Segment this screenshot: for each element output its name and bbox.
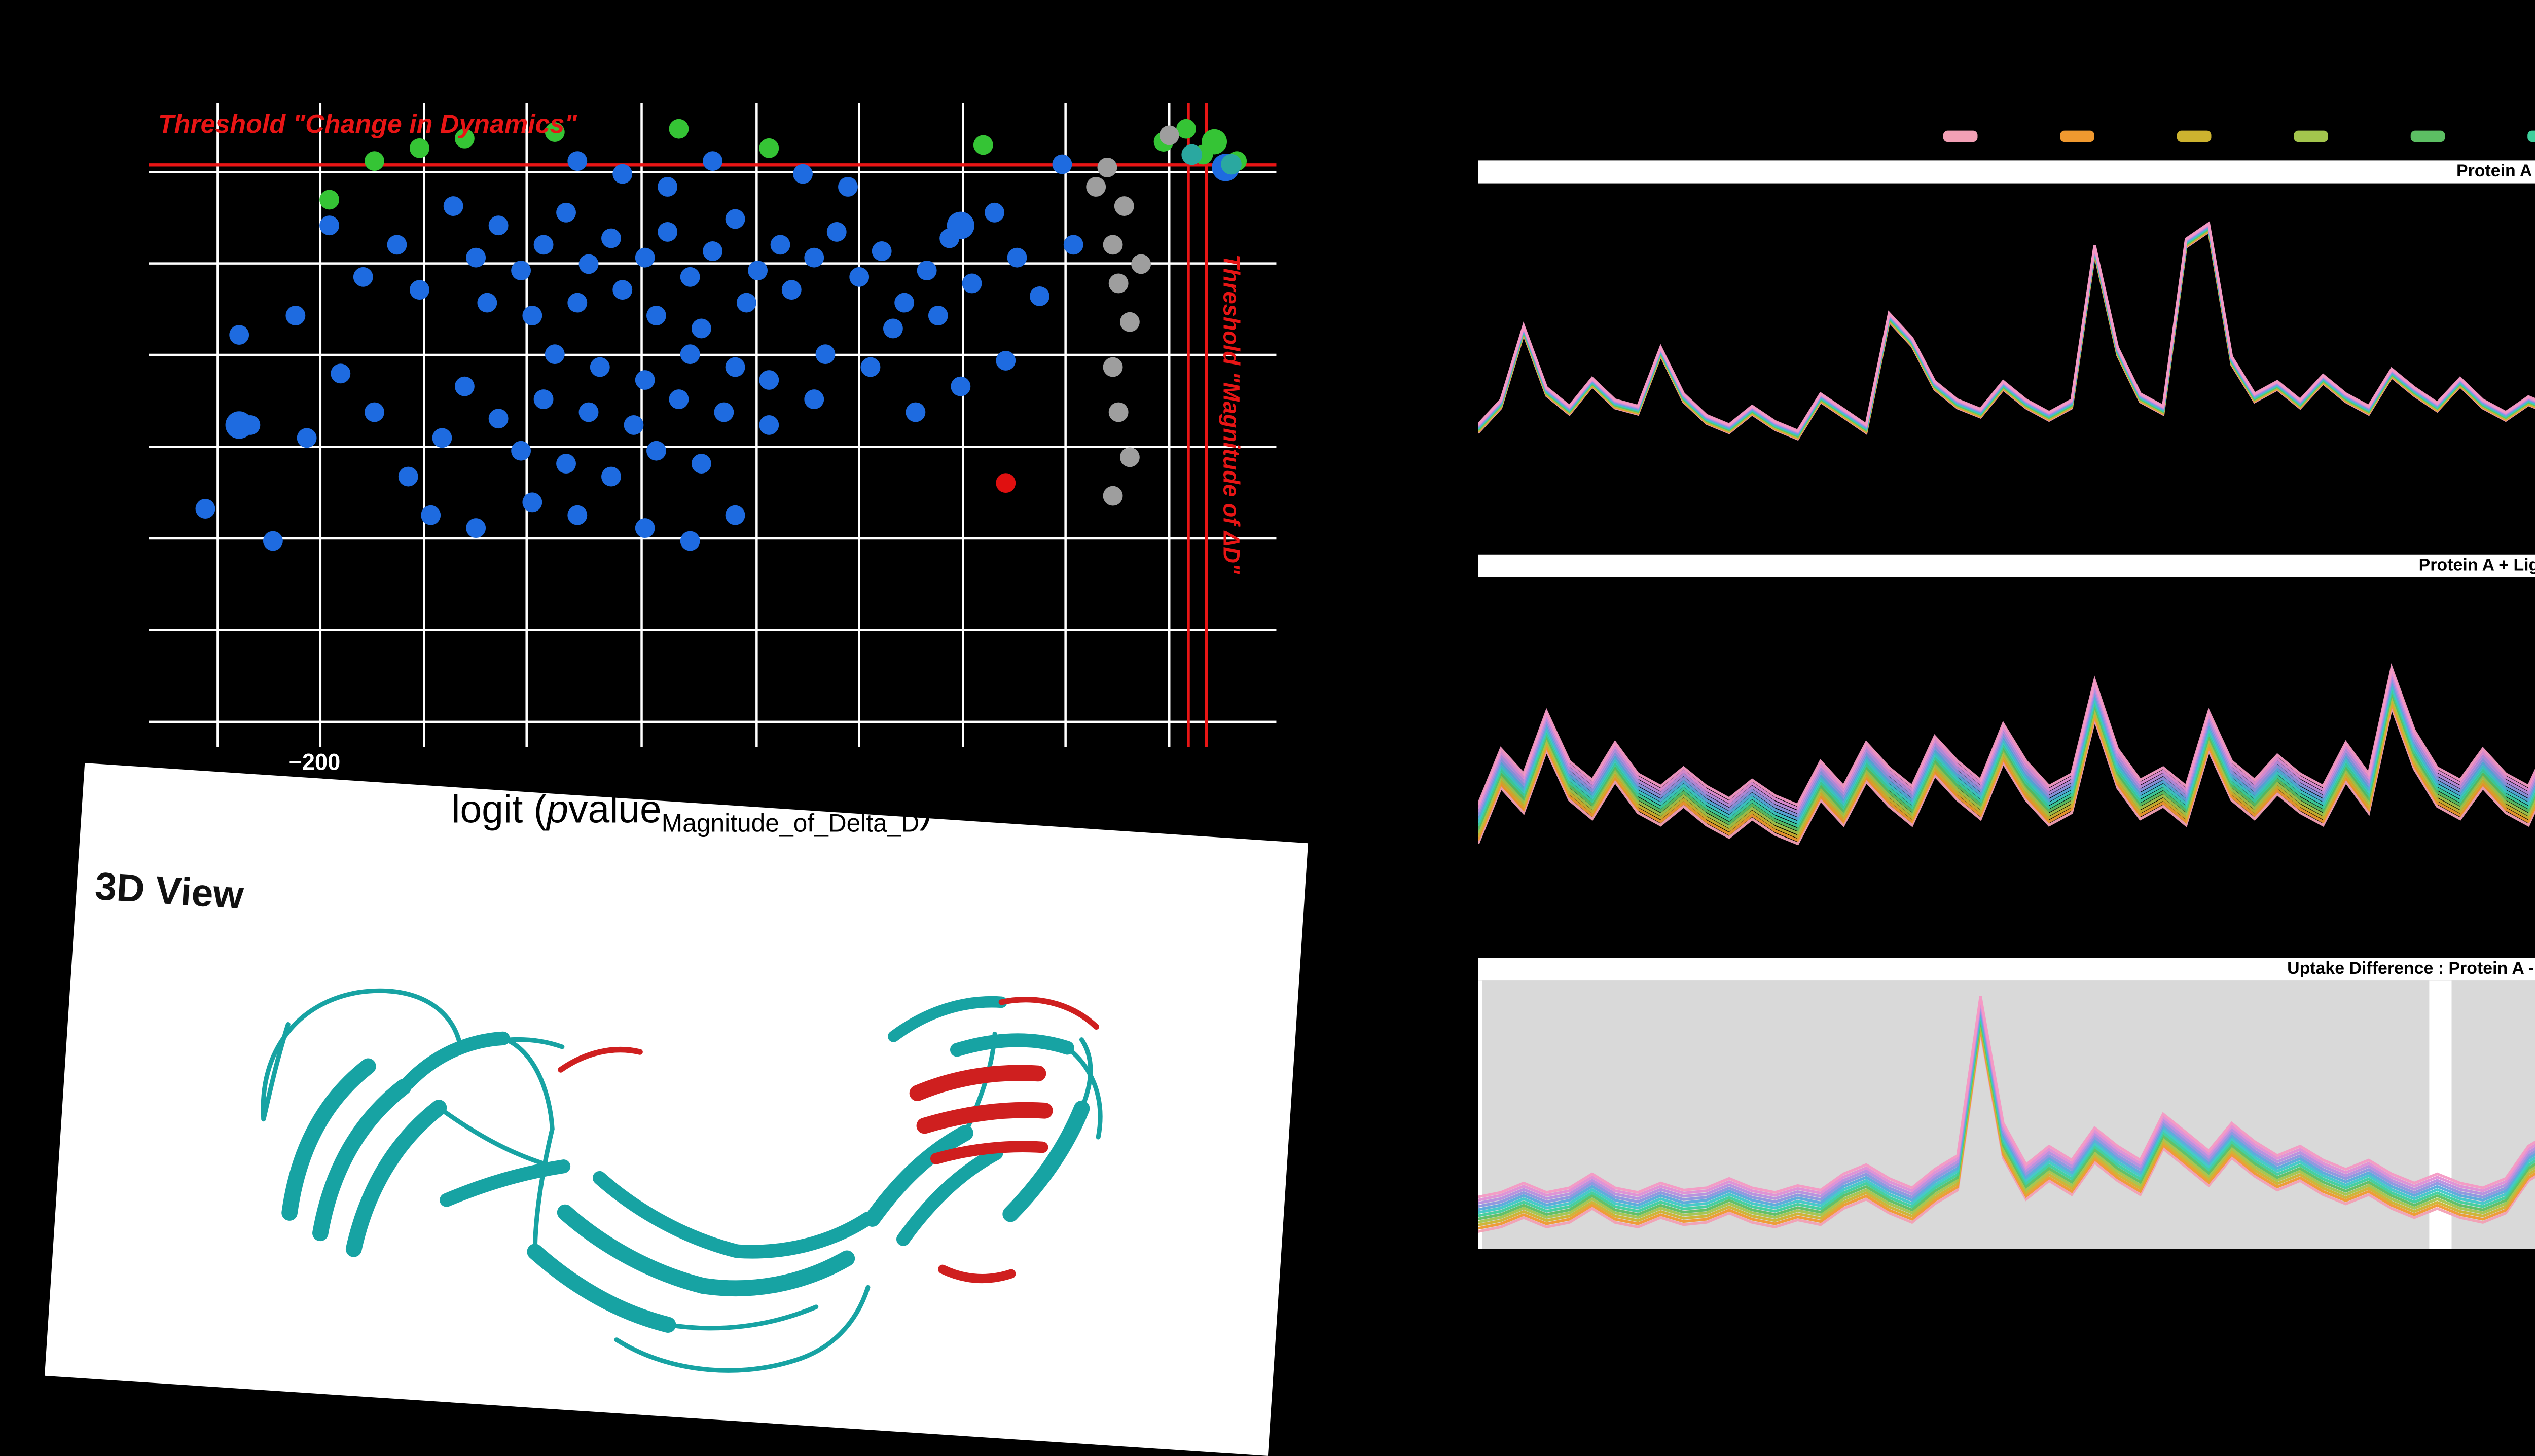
volcano-x-tick: −200 [288, 751, 341, 777]
uptake-difference-chart[interactable] [1478, 980, 2535, 1249]
legend-timepoint-dash[interactable] [2294, 130, 2329, 141]
xlabel-value: value [568, 788, 662, 832]
protein-ribbon-teal [261, 988, 1103, 1373]
threshold-change-in-dynamics-label: Threshold "Change in Dynamics" [158, 112, 577, 140]
xlabel-close: ) [919, 788, 933, 832]
volcano-plot[interactable]: Threshold "Change in Dynamics" Threshold… [149, 103, 1277, 747]
volcano-plot-canvas[interactable] [149, 103, 1277, 747]
xlabel-prefix: logit ( [451, 788, 547, 832]
legend-timepoint-dash[interactable] [2410, 130, 2445, 141]
protein-ribbon-image[interactable] [45, 763, 1308, 1456]
uptake-chart-protein-a-ligand[interactable] [1478, 577, 2535, 940]
chart-title-protein-a: Protein A [1478, 160, 2535, 184]
threshold-magnitude-label: Threshold "Magnitude of ΔD" [1216, 254, 1242, 574]
legend-timepoint-dash[interactable] [1943, 130, 1978, 141]
legend-timepoint-dash[interactable] [2060, 130, 2095, 141]
volcano-x-axis-label: logit (pvalueMagnitude_of_Delta_D) [451, 788, 932, 839]
xlabel-subscript: Magnitude_of_Delta_D [661, 811, 920, 839]
timepoint-legend[interactable] [1943, 130, 2535, 141]
legend-timepoint-dash[interactable] [2527, 130, 2535, 141]
uptake-chart-protein-a[interactable] [1478, 183, 2535, 543]
legend-timepoint-dash[interactable] [2177, 130, 2212, 141]
xlabel-p: p [547, 788, 569, 832]
chart-title-uptake-difference: Uptake Difference : Protein A - (Protein… [1478, 958, 2535, 981]
chart-title-protein-a-ligand: Protein A + Ligand [1478, 554, 2535, 577]
structure-viewer-panel[interactable]: 3D View [45, 763, 1309, 1456]
protein-ribbon-red [558, 997, 1099, 1284]
app-stage: Threshold "Change in Dynamics" Threshold… [45, 103, 2535, 1456]
